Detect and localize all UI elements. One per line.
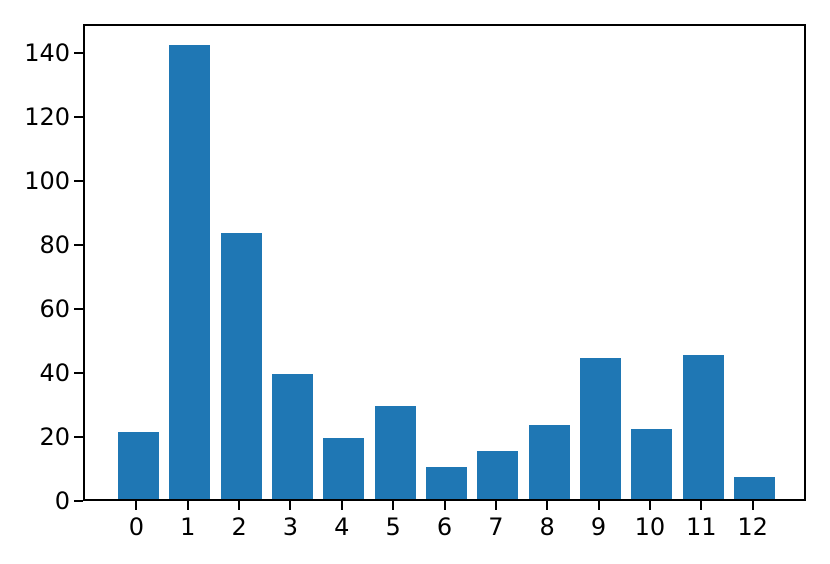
bar xyxy=(323,438,365,499)
y-tick-label: 60 xyxy=(39,295,70,324)
x-tick-mark xyxy=(340,501,343,510)
x-tick-mark xyxy=(597,501,600,510)
y-tick-label: 100 xyxy=(24,167,70,196)
x-tick-label: 7 xyxy=(488,513,504,541)
y-tick-label: 20 xyxy=(39,423,70,452)
x-tick-label: 6 xyxy=(436,513,453,541)
x-tick-mark xyxy=(494,501,497,510)
x-tick-label: 5 xyxy=(385,513,401,541)
x-tick-mark xyxy=(546,501,549,510)
x-tick-label: 1 xyxy=(180,513,196,541)
x-tick-mark xyxy=(186,501,189,510)
bar xyxy=(528,425,570,499)
y-tick-mark xyxy=(74,52,83,55)
y-tick-mark xyxy=(74,244,83,247)
x-tick-mark xyxy=(648,501,651,510)
y-tick-label: 40 xyxy=(39,359,70,388)
x-tick-mark xyxy=(443,501,446,510)
x-tick-mark xyxy=(700,501,703,510)
y-tick-mark xyxy=(74,372,83,375)
bar xyxy=(682,355,724,499)
bar xyxy=(169,44,211,499)
plot-area xyxy=(83,24,806,501)
y-tick-label: 80 xyxy=(39,231,70,260)
x-tick-mark xyxy=(238,501,241,510)
bar xyxy=(734,476,776,499)
bar xyxy=(631,428,673,499)
x-tick-label: 0 xyxy=(128,513,145,541)
x-tick-label: 10 xyxy=(634,513,666,541)
y-tick-label: 140 xyxy=(24,39,70,68)
bars-container xyxy=(85,26,804,499)
bar xyxy=(271,374,313,499)
bar xyxy=(117,431,159,499)
x-tick-mark xyxy=(135,501,138,510)
x-tick-label: 11 xyxy=(685,513,717,541)
x-tick-label: 8 xyxy=(539,513,555,541)
x-tick-mark xyxy=(751,501,754,510)
y-tick-mark xyxy=(74,500,83,502)
x-tick-label: 3 xyxy=(282,513,299,541)
bar xyxy=(220,233,262,499)
x-tick-mark xyxy=(289,501,292,510)
x-tick-label: 12 xyxy=(737,513,768,541)
x-tick-label: 2 xyxy=(231,513,247,541)
bar xyxy=(580,358,622,499)
bar xyxy=(477,451,519,499)
y-tick-mark xyxy=(74,308,83,311)
y-tick-label: 0 xyxy=(54,487,70,515)
x-tick-mark xyxy=(392,501,395,510)
y-tick-mark xyxy=(74,180,83,183)
y-tick-mark xyxy=(74,116,83,119)
x-tick-label: 4 xyxy=(334,513,350,541)
bar xyxy=(374,406,416,499)
y-tick-label: 120 xyxy=(24,103,70,132)
y-tick-mark xyxy=(74,436,83,439)
bar xyxy=(425,467,468,499)
x-tick-label: 9 xyxy=(590,513,607,541)
